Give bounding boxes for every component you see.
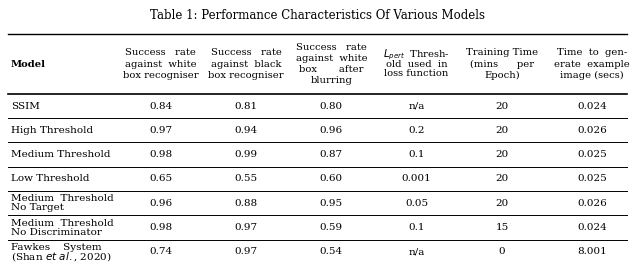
Text: Table 1: Performance Characteristics Of Various Models: Table 1: Performance Characteristics Of …: [150, 9, 484, 22]
Text: 0.96: 0.96: [149, 199, 172, 208]
Text: 20: 20: [495, 126, 509, 135]
Text: 0.2: 0.2: [408, 126, 425, 135]
Text: 0.96: 0.96: [320, 126, 343, 135]
Text: Success   rate
against  black
box recogniser: Success rate against black box recognise…: [208, 49, 284, 80]
Text: 0.05: 0.05: [405, 199, 428, 208]
Text: Training Time
(mins      per
Epoch): Training Time (mins per Epoch): [466, 48, 538, 80]
Text: Medium Threshold: Medium Threshold: [11, 150, 110, 159]
Text: 20: 20: [495, 150, 509, 159]
Text: 0.1: 0.1: [408, 150, 425, 159]
Text: 0.1: 0.1: [408, 223, 425, 232]
Text: Success   rate
against  white
box       after
blurring: Success rate against white box after blu…: [296, 43, 367, 85]
Text: 0.025: 0.025: [577, 175, 607, 183]
Text: 20: 20: [495, 102, 509, 111]
Text: Fawkes    System: Fawkes System: [11, 243, 102, 252]
Text: 0.025: 0.025: [577, 150, 607, 159]
Text: 15: 15: [495, 223, 509, 232]
Text: 0.65: 0.65: [149, 175, 172, 183]
Text: 0.80: 0.80: [320, 102, 343, 111]
Text: 0.97: 0.97: [235, 247, 258, 256]
Text: Medium  Threshold: Medium Threshold: [11, 219, 114, 228]
Text: old  used  in: old used in: [386, 60, 447, 69]
Text: 0.024: 0.024: [577, 102, 607, 111]
Text: 0.84: 0.84: [149, 102, 172, 111]
Text: 0.55: 0.55: [235, 175, 258, 183]
Text: 0.87: 0.87: [320, 150, 343, 159]
Text: n/a: n/a: [408, 102, 425, 111]
Text: 0.98: 0.98: [149, 223, 172, 232]
Text: 0: 0: [499, 247, 505, 256]
Text: 0.59: 0.59: [320, 223, 343, 232]
Text: 0.99: 0.99: [235, 150, 258, 159]
Text: 20: 20: [495, 175, 509, 183]
Text: Success   rate
against  white
box recogniser: Success rate against white box recognise…: [123, 49, 198, 80]
Text: 0.60: 0.60: [320, 175, 343, 183]
Text: 0.95: 0.95: [320, 199, 343, 208]
Text: 0.74: 0.74: [149, 247, 172, 256]
Text: 0.97: 0.97: [235, 223, 258, 232]
Text: 0.88: 0.88: [235, 199, 258, 208]
Text: No Target: No Target: [11, 203, 64, 212]
Text: 0.026: 0.026: [577, 126, 607, 135]
Text: loss function: loss function: [385, 69, 449, 78]
Text: 0.94: 0.94: [235, 126, 258, 135]
Text: (Shan $\it{et\ al.}$, 2020): (Shan $\it{et\ al.}$, 2020): [11, 250, 111, 263]
Text: 20: 20: [495, 199, 509, 208]
Text: No Discriminator: No Discriminator: [11, 228, 102, 237]
Text: 0.98: 0.98: [149, 150, 172, 159]
Text: SSIM: SSIM: [11, 102, 40, 111]
Text: Time  to  gen-
erate  example
image (secs): Time to gen- erate example image (secs): [554, 48, 630, 80]
Text: 0.024: 0.024: [577, 223, 607, 232]
Text: n/a: n/a: [408, 247, 425, 256]
Text: 0.97: 0.97: [149, 126, 172, 135]
Text: 8.001: 8.001: [577, 247, 607, 256]
Text: 0.001: 0.001: [402, 175, 431, 183]
Text: High Threshold: High Threshold: [11, 126, 93, 135]
Text: 0.54: 0.54: [320, 247, 343, 256]
Text: 0.026: 0.026: [577, 199, 607, 208]
Text: Low Threshold: Low Threshold: [11, 175, 90, 183]
Text: Medium  Threshold: Medium Threshold: [11, 194, 114, 203]
Text: 0.81: 0.81: [235, 102, 258, 111]
Text: Model: Model: [11, 60, 46, 69]
Text: $\mathit{L}_{pert}$  Thresh-: $\mathit{L}_{pert}$ Thresh-: [383, 47, 450, 62]
